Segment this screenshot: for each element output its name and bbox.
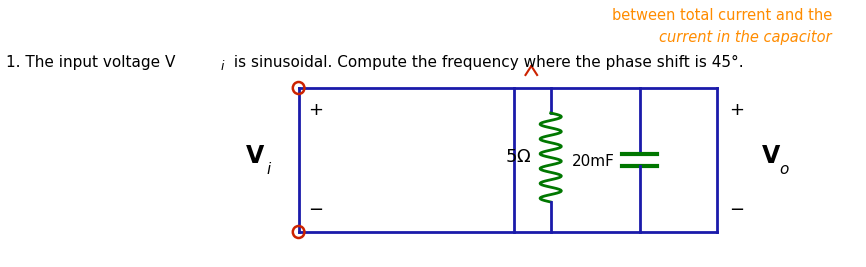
Text: i: i — [221, 60, 224, 73]
Text: 5$\Omega$: 5$\Omega$ — [505, 148, 532, 167]
Text: i: i — [267, 163, 271, 178]
Text: o: o — [779, 163, 789, 178]
Text: $\mathbf{V}$: $\mathbf{V}$ — [245, 144, 265, 168]
Text: −: − — [729, 201, 745, 219]
Text: between total current and the: between total current and the — [611, 8, 832, 23]
Text: current in the capacitor: current in the capacitor — [659, 30, 832, 45]
Text: −: − — [308, 201, 324, 219]
Text: 20mF: 20mF — [572, 154, 615, 168]
Text: +: + — [308, 101, 324, 119]
Text: $\mathbf{V}$: $\mathbf{V}$ — [760, 144, 781, 168]
Text: is sinusoidal. Compute the frequency where the phase shift is 45°.: is sinusoidal. Compute the frequency whe… — [229, 55, 743, 70]
Text: +: + — [729, 101, 745, 119]
Text: 1. The input voltage V: 1. The input voltage V — [6, 55, 175, 70]
